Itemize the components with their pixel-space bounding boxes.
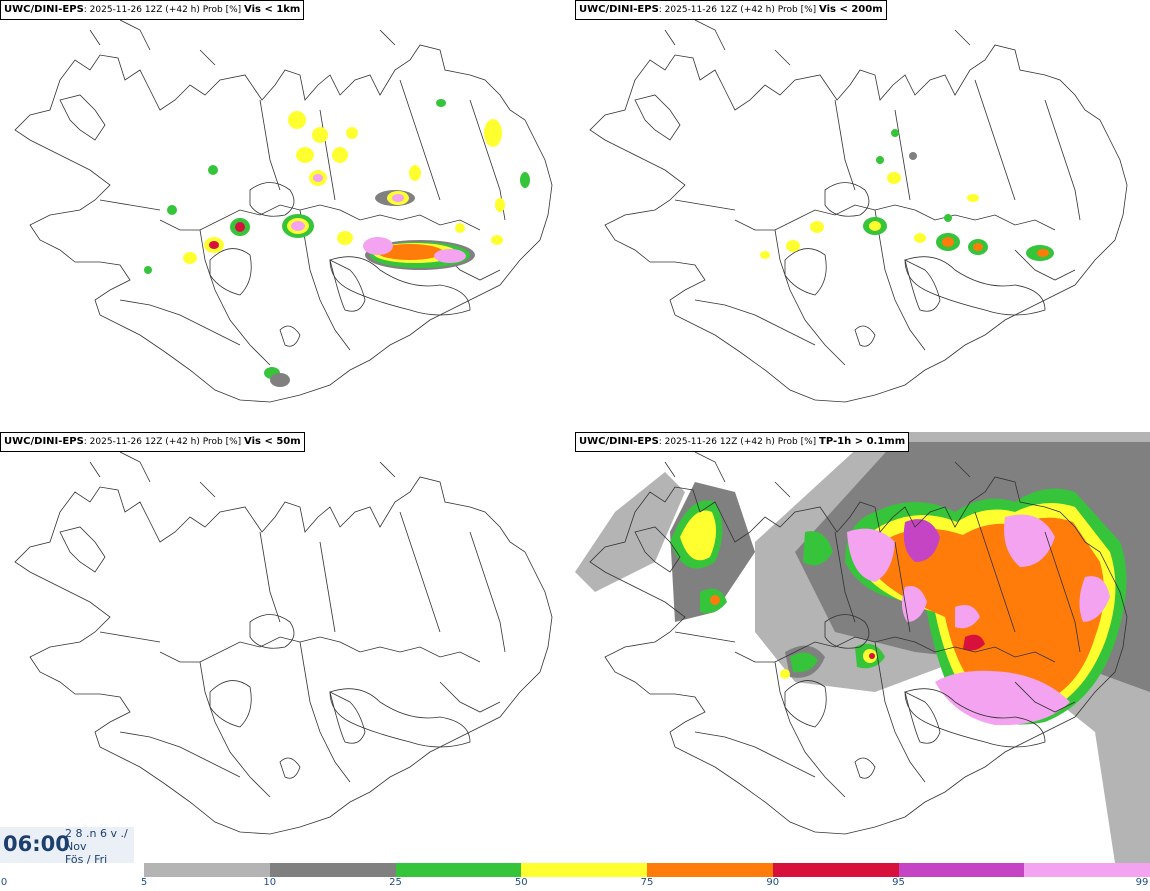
variable-name: Vis < 1km — [244, 4, 301, 15]
prob-blobs — [144, 99, 530, 387]
coastline — [589, 19, 1128, 403]
prob-field — [575, 432, 1150, 863]
color-scale-tick-label: 50 — [514, 877, 528, 888]
color-scale-segment — [647, 863, 774, 877]
color-scale-bar — [144, 863, 1150, 877]
model-name: UWC/DINI-EPS — [4, 436, 84, 447]
color-scale-segment — [772, 863, 899, 877]
valid-date-weekday: Fös / Fri — [65, 853, 108, 866]
panel-title: UWC/DINI-EPS: 2025-11-26 12Z (+42 h) Pro… — [0, 0, 305, 20]
color-scale-tick-label: 75 — [640, 877, 654, 888]
color-scale-segment — [521, 863, 648, 877]
color-scale-tick-label: 25 — [389, 877, 402, 888]
run-info: : 2025-11-26 12Z (+42 h) Prob [%] — [83, 5, 245, 15]
panel-title: UWC/DINI-EPS: 2025-11-26 12Z (+42 h) Pro… — [575, 0, 887, 20]
color-scale-segment — [1024, 863, 1150, 877]
iceland-map — [589, 19, 1128, 403]
variable-name: TP-1h > 0.1mm — [819, 436, 906, 447]
run-info: : 2025-11-26 12Z (+42 h) Prob [%] — [658, 5, 820, 15]
model-name: UWC/DINI-EPS — [579, 436, 659, 447]
map-panel-vis-50m: UWC/DINI-EPS: 2025-11-26 12Z (+42 h) Pro… — [0, 432, 575, 863]
panel-title: UWC/DINI-EPS: 2025-11-26 12Z (+42 h) Pro… — [0, 432, 305, 452]
color-scale-segment — [898, 863, 1025, 877]
color-scale-tick-label: 90 — [766, 877, 780, 888]
color-scale-tick-label: 95 — [892, 877, 905, 888]
valid-date-line1: 2 8 .n 6 v ./ — [65, 827, 128, 840]
iceland-map — [14, 19, 553, 403]
variable-name: Vis < 200m — [819, 4, 883, 15]
valid-date-month: Nov — [65, 840, 87, 853]
iceland-map — [14, 451, 553, 835]
color-scale-tick-label: 0 — [0, 877, 8, 888]
coastline — [14, 19, 553, 403]
color-scale-tick-label: 10 — [263, 877, 277, 888]
run-info: : 2025-11-26 12Z (+42 h) Prob [%] — [83, 437, 245, 447]
color-scale-ticks: 0 5 10 25 50 75 90 95 99 — [0, 877, 1150, 891]
color-scale-segment — [144, 863, 271, 877]
model-name: UWC/DINI-EPS — [4, 4, 84, 15]
map-panel-vis-200m: UWC/DINI-EPS: 2025-11-26 12Z (+42 h) Pro… — [575, 0, 1150, 431]
coastline — [14, 451, 553, 835]
color-scale-segment — [395, 863, 522, 877]
color-scale-segment — [269, 863, 396, 877]
model-name: UWC/DINI-EPS — [579, 4, 659, 15]
valid-time: 06:00 — [3, 832, 70, 856]
prob-blobs — [760, 129, 1054, 261]
color-scale-tick-label: 99 — [1135, 877, 1149, 888]
map-panel-vis-1km: UWC/DINI-EPS: 2025-11-26 12Z (+42 h) Pro… — [0, 0, 575, 431]
valid-date: 2 8 .n 6 v ./ Nov Fös / Fri — [65, 827, 128, 866]
variable-name: Vis < 50m — [244, 436, 301, 447]
valid-time-box: 06:00 2 8 .n 6 v ./ Nov Fös / Fri — [0, 827, 134, 866]
iceland-map — [575, 432, 1150, 863]
panel-title: UWC/DINI-EPS: 2025-11-26 12Z (+42 h) Pro… — [575, 432, 910, 452]
map-panel-tp1h: UWC/DINI-EPS: 2025-11-26 12Z (+42 h) Pro… — [575, 432, 1150, 863]
color-scale-tick-label: 5 — [140, 877, 148, 888]
run-info: : 2025-11-26 12Z (+42 h) Prob [%] — [658, 437, 820, 447]
